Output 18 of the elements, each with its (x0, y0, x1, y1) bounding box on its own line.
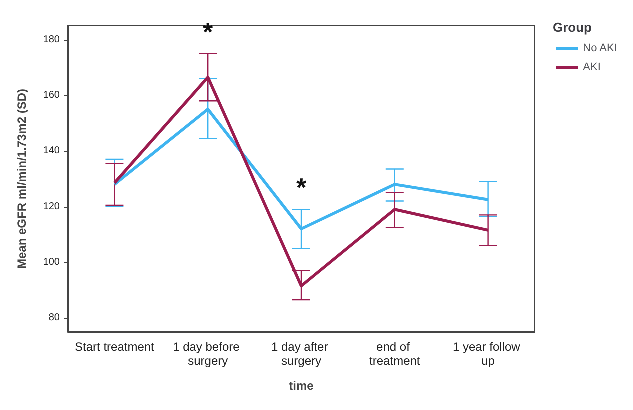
x-tick-label: 1 year follow up (452, 340, 524, 368)
y-tick-label: 140 (43, 146, 60, 157)
legend-title: Group (553, 20, 592, 35)
x-axis-title: time (289, 379, 314, 393)
y-tick-label: 180 (43, 34, 60, 46)
x-tick-label: end of treatment (370, 340, 421, 368)
annotation: * (203, 16, 214, 47)
legend-label: AKI (583, 62, 601, 74)
y-tick-label: 80 (48, 312, 60, 324)
y-tick-label: 120 (43, 201, 60, 212)
x-tick-label: Start treatment (75, 340, 156, 354)
y-axis-title: Mean eGFR ml/min/1.73m2 (SD) (15, 88, 29, 270)
y-tick-label: 160 (43, 90, 60, 102)
y-tick-label: 100 (43, 256, 60, 268)
legend-label: No AKI (583, 42, 618, 54)
x-tick-label: 1 day before surgery (173, 340, 244, 368)
annotation: * (296, 172, 308, 203)
x-tick-label: 1 day after surgery (271, 340, 332, 368)
